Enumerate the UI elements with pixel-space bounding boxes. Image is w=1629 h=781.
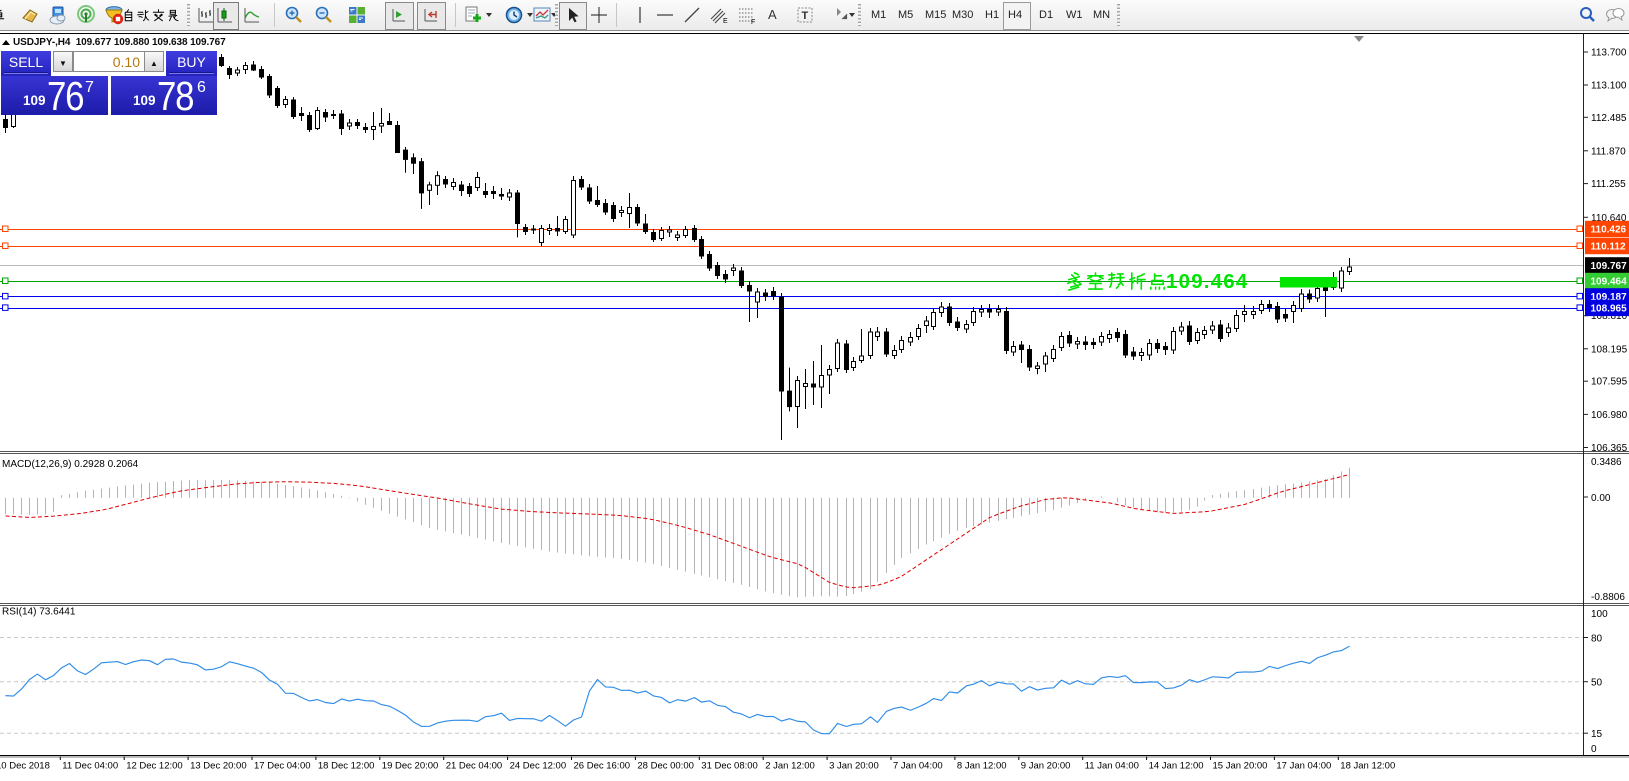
svg-text:-0.8806: -0.8806 xyxy=(1591,592,1625,603)
svg-text:108.965: 108.965 xyxy=(1591,303,1628,314)
svg-text:106.365: 106.365 xyxy=(1591,443,1628,454)
svg-text:26 Dec 16:00: 26 Dec 16:00 xyxy=(574,761,631,772)
svg-text:113.700: 113.700 xyxy=(1591,48,1627,59)
svg-text:24 Dec 12:00: 24 Dec 12:00 xyxy=(510,761,567,772)
svg-text:9 Jan 20:00: 9 Jan 20:00 xyxy=(1021,761,1071,772)
svg-text:19 Dec 20:00: 19 Dec 20:00 xyxy=(382,761,439,772)
svg-text:0.00: 0.00 xyxy=(1591,493,1611,504)
svg-text:110.112: 110.112 xyxy=(1591,242,1626,253)
svg-text:113.100: 113.100 xyxy=(1591,81,1627,92)
svg-text:15: 15 xyxy=(1591,729,1603,740)
svg-text:109.464: 109.464 xyxy=(1591,277,1628,288)
svg-text:13 Dec 20:00: 13 Dec 20:00 xyxy=(190,761,247,772)
svg-text:11 Jan 04:00: 11 Jan 04:00 xyxy=(1085,761,1139,772)
svg-text:31 Dec 08:00: 31 Dec 08:00 xyxy=(701,761,758,772)
svg-text:T: T xyxy=(802,10,809,22)
svg-text:108.195: 108.195 xyxy=(1591,344,1628,355)
svg-text:RSI(14) 73.6441: RSI(14) 73.6441 xyxy=(2,607,76,618)
svg-text:111.255: 111.255 xyxy=(1591,179,1626,190)
svg-text:50: 50 xyxy=(1591,678,1603,689)
svg-text:18 Jan 12:00: 18 Jan 12:00 xyxy=(1340,761,1395,772)
svg-text:109.187: 109.187 xyxy=(1591,292,1628,303)
svg-text:21 Dec 04:00: 21 Dec 04:00 xyxy=(446,761,503,772)
svg-text:17 Jan 04:00: 17 Jan 04:00 xyxy=(1276,761,1331,772)
svg-text:MACD(12,26,9) 0.2928 0.2064: MACD(12,26,9) 0.2928 0.2064 xyxy=(2,459,139,470)
svg-text:0: 0 xyxy=(1591,744,1597,755)
svg-text:18 Dec 12:00: 18 Dec 12:00 xyxy=(318,761,375,772)
svg-text:3 Jan 20:00: 3 Jan 20:00 xyxy=(829,761,879,772)
svg-text:80: 80 xyxy=(1591,633,1603,644)
svg-text:28 Dec 00:00: 28 Dec 00:00 xyxy=(637,761,694,772)
svg-text:7 Jan 04:00: 7 Jan 04:00 xyxy=(893,761,943,772)
svg-text:106.980: 106.980 xyxy=(1591,410,1628,421)
svg-text:15 Jan 20:00: 15 Jan 20:00 xyxy=(1213,761,1268,772)
svg-text:12 Dec 12:00: 12 Dec 12:00 xyxy=(126,761,183,772)
svg-text:0.3486: 0.3486 xyxy=(1591,457,1622,468)
svg-text:111.870: 111.870 xyxy=(1591,146,1626,157)
svg-text:11 Dec 04:00: 11 Dec 04:00 xyxy=(62,761,118,772)
svg-text:107.595: 107.595 xyxy=(1591,377,1628,388)
svg-text:14 Jan 12:00: 14 Jan 12:00 xyxy=(1149,761,1204,772)
svg-text:108.810: 108.810 xyxy=(1591,311,1628,322)
svg-text:17 Dec 04:00: 17 Dec 04:00 xyxy=(254,761,311,772)
svg-text:8 Jan 12:00: 8 Jan 12:00 xyxy=(957,761,1007,772)
svg-text:F: F xyxy=(751,19,755,25)
svg-text:110.640: 110.640 xyxy=(1591,213,1627,224)
svg-text:10 Dec 2018: 10 Dec 2018 xyxy=(0,761,50,772)
svg-text:E: E xyxy=(723,18,728,25)
svg-text:110.426: 110.426 xyxy=(1591,225,1627,236)
svg-text:112.485: 112.485 xyxy=(1591,113,1627,124)
svg-text:100: 100 xyxy=(1591,609,1608,620)
svg-text:2 Jan 12:00: 2 Jan 12:00 xyxy=(765,761,815,772)
svg-text:109.767: 109.767 xyxy=(1591,261,1628,272)
